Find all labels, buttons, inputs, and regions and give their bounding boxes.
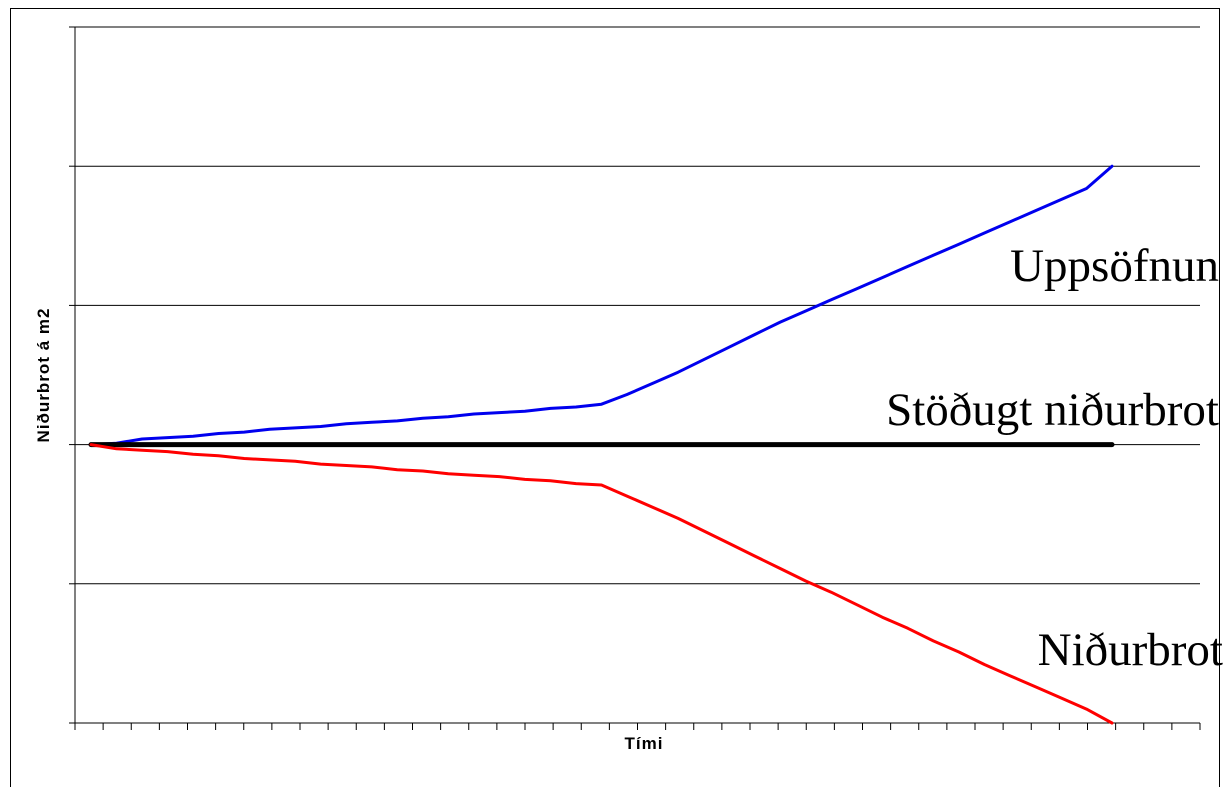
series-line-1 bbox=[89, 164, 1114, 447]
series-line-3 bbox=[89, 443, 1114, 725]
annotation-stodugt-nidurbrot: Stöðugt niðurbrot bbox=[886, 384, 1219, 436]
series-lines bbox=[88, 164, 1115, 725]
axes bbox=[69, 26, 1201, 730]
annotation-uppsofnun: Uppsöfnun bbox=[1010, 240, 1219, 292]
chart-frame bbox=[10, 8, 1220, 787]
x-axis-label: Tími bbox=[624, 734, 664, 753]
annotation-nidurbrot: Niðurbrot bbox=[1037, 624, 1223, 676]
y-axis-label: Niðurbrot á m2 bbox=[34, 307, 53, 443]
